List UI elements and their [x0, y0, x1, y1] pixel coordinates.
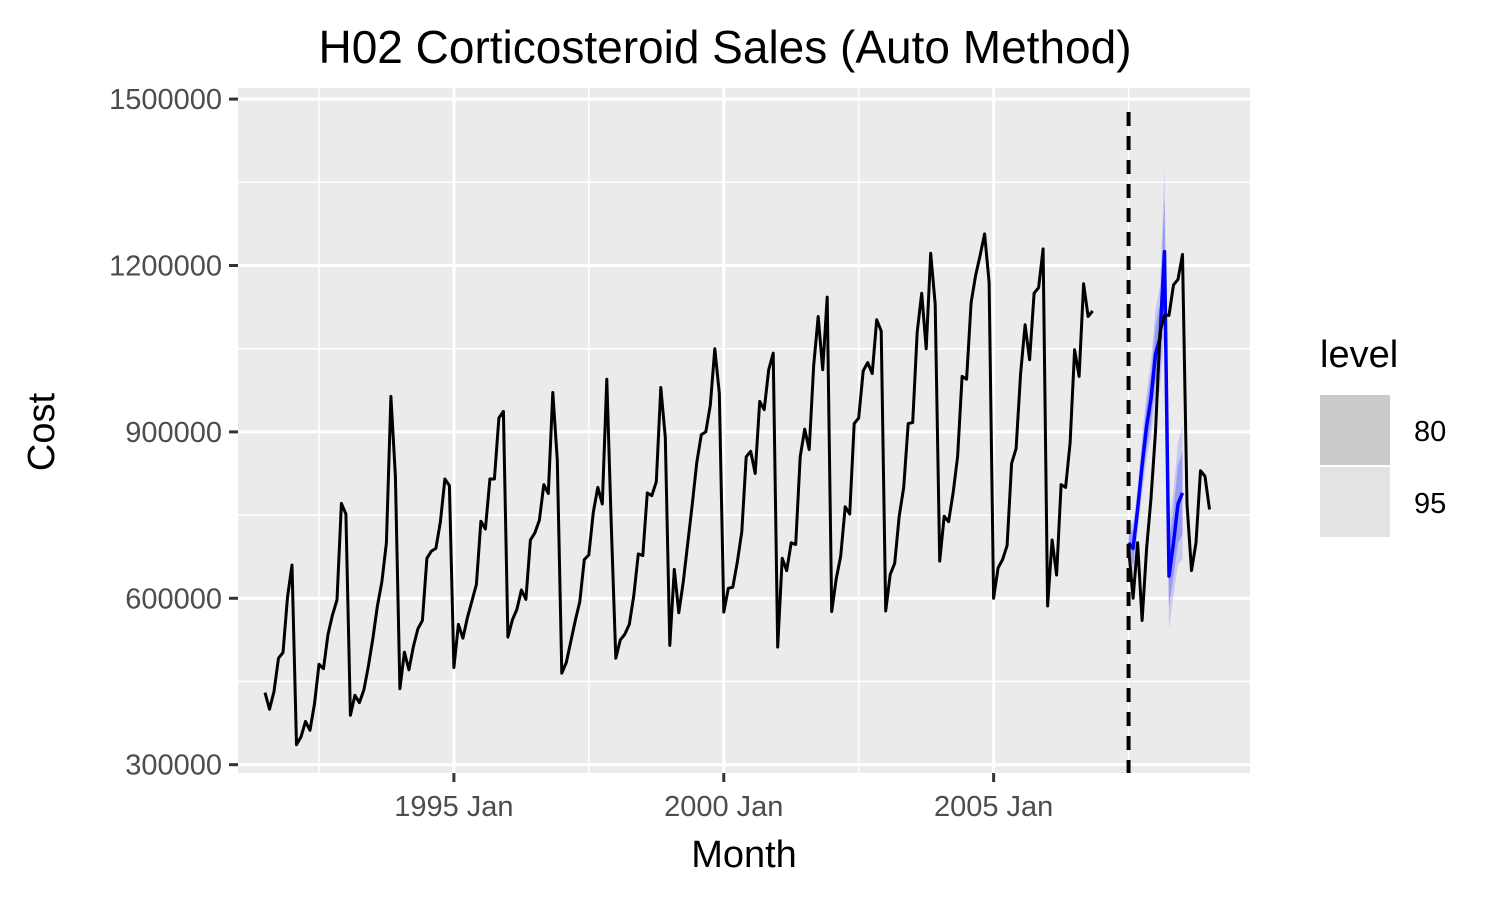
y-tick-label: 300000: [125, 750, 222, 782]
legend-key-95: [1320, 467, 1390, 537]
y-tick-label: 900000: [125, 417, 222, 449]
x-tick-label: 2005 Jan: [934, 791, 1053, 823]
y-tick-label: 1500000: [109, 84, 222, 116]
legend-label-95: 95: [1414, 488, 1446, 520]
series-line-forecast: [1127, 249, 1185, 578]
series-line-actual: [1127, 252, 1211, 622]
y-tick-label: 600000: [125, 583, 222, 615]
x-tick-label: 2000 Jan: [664, 791, 783, 823]
x-axis-title: Month: [691, 834, 797, 876]
y-tick-label: 1200000: [109, 250, 222, 282]
y-axis-title: Cost: [21, 392, 63, 471]
y-axis: 300000 600000 900000 1200000 1500000: [109, 84, 238, 782]
legend-key-80: [1320, 395, 1390, 465]
x-axis: 1995 Jan 2000 Jan 2005 Jan: [394, 773, 1053, 823]
x-tick-label: 1995 Jan: [394, 791, 513, 823]
grid-major: [238, 88, 1250, 773]
series-line-observed: [263, 232, 1094, 747]
chart-title: H02 Corticosteroid Sales (Auto Method): [318, 21, 1131, 73]
legend-label-80: 80: [1414, 416, 1446, 448]
legend: level 80 95: [1320, 334, 1446, 537]
series-lines: [263, 232, 1211, 747]
legend-title: level: [1320, 334, 1398, 376]
